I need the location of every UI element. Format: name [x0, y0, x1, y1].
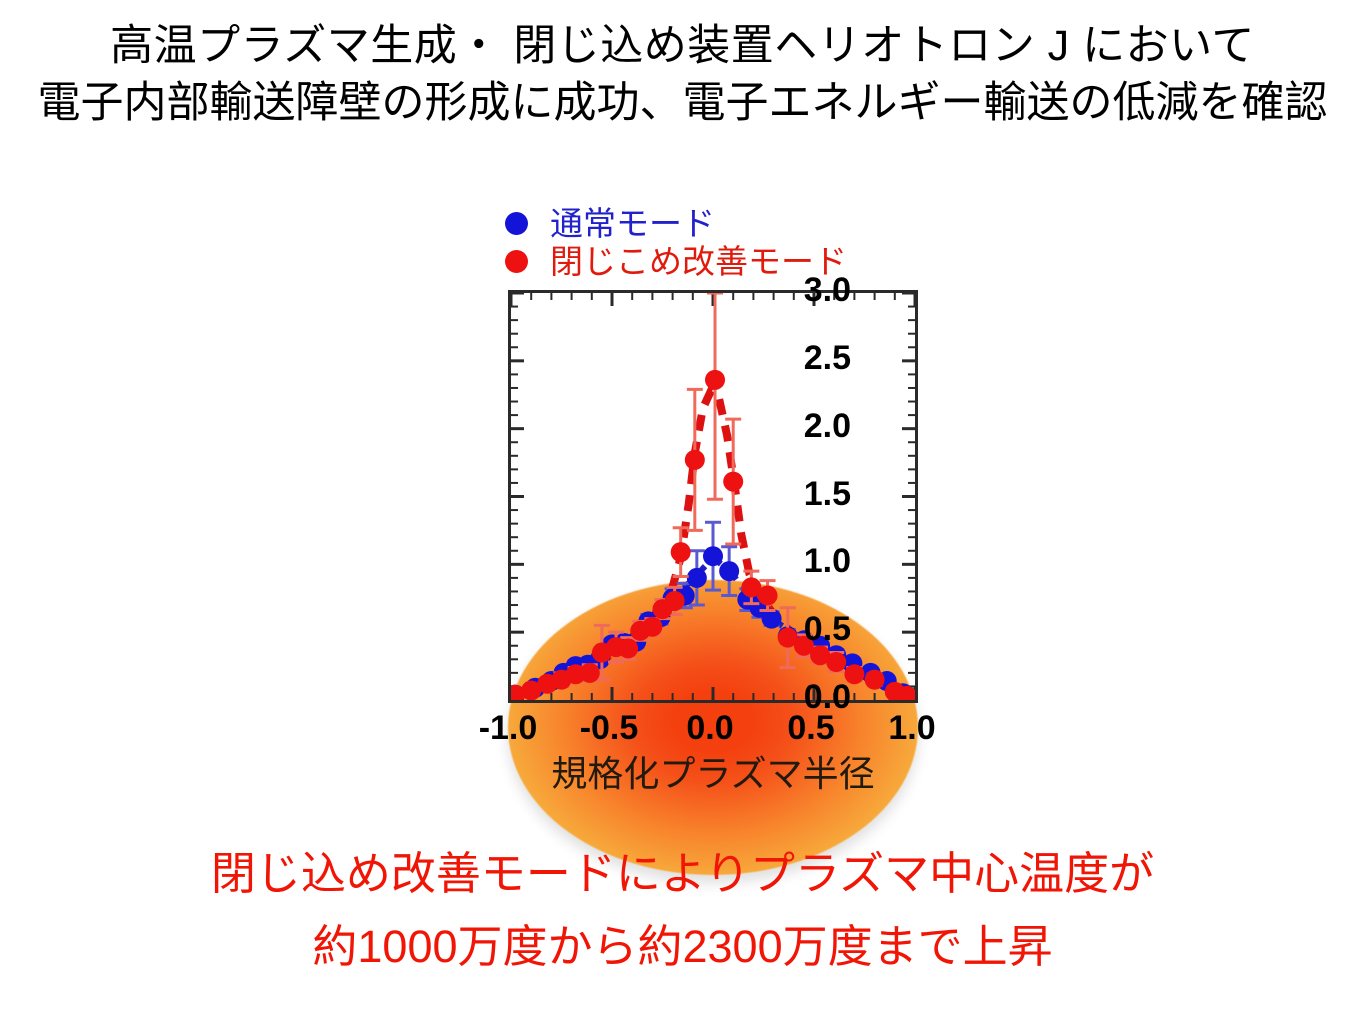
- data-point: [705, 369, 726, 390]
- data-point: [670, 542, 691, 563]
- y-tick-label: 1.5: [803, 474, 851, 513]
- data-point: [684, 449, 705, 470]
- data-point: [761, 608, 782, 629]
- figure-chart: 通常モード 閉じこめ改善モード 電子温度 (1000万度) 0.00.51.01…: [0, 180, 1365, 875]
- plot-area: [508, 290, 918, 703]
- legend-label-improved-mode: 閉じこめ改善モード: [550, 242, 847, 280]
- x-tick-label: -0.5: [579, 709, 639, 747]
- data-point: [826, 652, 847, 673]
- data-point: [664, 590, 685, 611]
- data-point: [642, 616, 663, 637]
- caption: 閉じ込め改善モードによりプラズマ中心温度が 約1000万度から約2300万度まで…: [0, 838, 1365, 984]
- x-tick-label: 0.5: [787, 709, 835, 747]
- data-point: [723, 471, 744, 492]
- data-point: [741, 577, 762, 598]
- y-tick-label: 0.0: [803, 678, 851, 716]
- headline-line-1: 高温プラズマ生成・ 閉じ込め装置ヘリオトロン J において: [110, 22, 1255, 70]
- data-point: [793, 635, 814, 656]
- data-point: [896, 685, 915, 700]
- legend-item-improved-mode: 閉じこめ改善モード: [505, 242, 935, 280]
- y-tick-label: 3.0: [803, 271, 851, 309]
- data-markers: [511, 369, 915, 700]
- caption-line-2: 約1000万度から約2300万度まで上昇: [312, 920, 1053, 972]
- legend-label-normal-mode: 通常モード: [550, 204, 715, 242]
- x-tick-label: -1.0: [478, 709, 538, 747]
- data-point: [844, 664, 865, 685]
- error-bars: [511, 293, 915, 700]
- data-point: [618, 638, 639, 659]
- data-point: [864, 669, 885, 690]
- data-point: [777, 627, 798, 648]
- y-tick-label: 1.0: [803, 542, 851, 581]
- x-tick-label: 1.0: [888, 709, 936, 747]
- y-tick-label: 0.5: [803, 610, 851, 649]
- axis-ticks: [511, 293, 915, 700]
- blue-dot-icon: [505, 211, 528, 235]
- chart-legend: 通常モード 閉じこめ改善モード: [505, 204, 935, 280]
- data-point: [810, 645, 831, 666]
- plasma-cross-section-graphic: [508, 580, 918, 875]
- plot-svg: [511, 293, 915, 700]
- red-dot-icon: [505, 249, 528, 273]
- caption-line-1: 閉じ込め改善モードによりプラズマ中心温度が: [210, 848, 1155, 899]
- x-axis-title: 規格化プラズマ半径: [551, 753, 875, 794]
- data-point: [579, 662, 600, 683]
- headline-line-2: 電子内部輸送障壁の形成に成功、電子エネルギー輸送の低減を確認: [37, 79, 1328, 128]
- data-point: [719, 561, 740, 582]
- headline: 高温プラズマ生成・ 閉じ込め装置ヘリオトロン J において 電子内部輸送障壁の形…: [0, 18, 1365, 132]
- data-point: [703, 546, 723, 567]
- y-tick-label: 2.5: [803, 338, 851, 377]
- legend-item-normal-mode: 通常モード: [505, 204, 935, 242]
- data-point: [521, 680, 542, 700]
- y-tick-label: 2.0: [803, 406, 851, 445]
- data-point: [757, 585, 778, 606]
- data-point: [686, 567, 707, 588]
- x-tick-label: 0.0: [686, 709, 734, 747]
